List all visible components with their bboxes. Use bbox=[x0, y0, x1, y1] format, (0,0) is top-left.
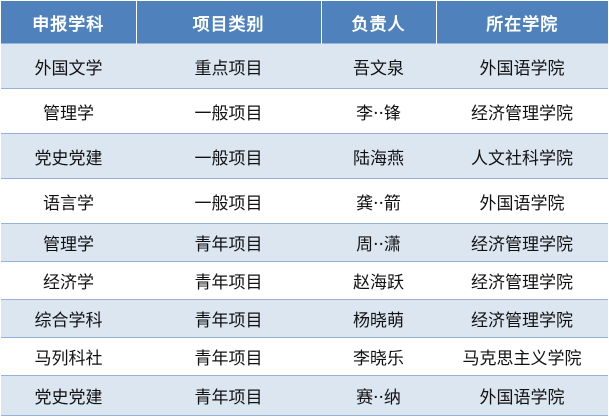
table-body: 外国文学 重点项目 吾文泉 外国语学院 管理学 一般项目 李··锋 经济管理学院 党史党建 一般项… bbox=[1, 43, 608, 416]
table-cell: 马克思主义学院 bbox=[436, 337, 608, 376]
column-header: 申报学科 bbox=[1, 1, 136, 44]
table-cell: 李晓乐 bbox=[321, 337, 436, 376]
table-cell: 外国语学院 bbox=[436, 43, 608, 89]
table-cell: 一般项目 bbox=[136, 88, 321, 134]
column-header: 项目类别 bbox=[135, 1, 321, 44]
table-row: 马列科社 青年项目 李晓乐 马克思主义学院 bbox=[1, 337, 608, 376]
table-cell: 经济学 bbox=[1, 261, 136, 300]
table-cell: 外国语学院 bbox=[436, 178, 608, 224]
table-cell: 马列科社 bbox=[1, 337, 136, 376]
column-header: 负责人 bbox=[320, 1, 436, 44]
table-cell: 周··潇 bbox=[321, 223, 436, 262]
table-cell: 外国语学院 bbox=[436, 375, 608, 416]
table-cell: 青年项目 bbox=[136, 223, 321, 262]
column-header: 所在学院 bbox=[435, 1, 608, 44]
table-cell: 综合学科 bbox=[1, 299, 136, 338]
table-row: 党史党建 青年项目 赛··纳 外国语学院 bbox=[1, 375, 608, 416]
table-cell: 一般项目 bbox=[136, 133, 321, 179]
table-cell: 经济管理学院 bbox=[436, 223, 608, 262]
table-row: 党史党建 一般项目 陆海燕 人文社科学院 bbox=[1, 133, 608, 179]
table-cell: 管理学 bbox=[1, 88, 136, 134]
header-row: 申报学科 项目类别 负责人 所在学院 bbox=[1, 1, 608, 44]
table-cell: 青年项目 bbox=[136, 261, 321, 300]
table-cell: 党史党建 bbox=[1, 133, 136, 179]
table-cell: 赵海跃 bbox=[321, 261, 436, 300]
table-cell: 一般项目 bbox=[136, 178, 321, 224]
table-cell: 党史党建 bbox=[1, 375, 136, 416]
table-row: 管理学 青年项目 周··潇 经济管理学院 bbox=[1, 223, 608, 262]
table-row: 管理学 一般项目 李··锋 经济管理学院 bbox=[1, 88, 608, 134]
table-row: 经济学 青年项目 赵海跃 经济管理学院 bbox=[1, 261, 608, 300]
table-cell: 青年项目 bbox=[136, 375, 321, 416]
table-cell: 龚··箭 bbox=[321, 178, 436, 224]
table-cell: 青年项目 bbox=[136, 299, 321, 338]
table-cell: 经济管理学院 bbox=[436, 261, 608, 300]
table-cell: 青年项目 bbox=[136, 337, 321, 376]
table-cell: 杨晓萌 bbox=[321, 299, 436, 338]
table-cell: 赛··纳 bbox=[321, 375, 436, 416]
table-row: 综合学科 青年项目 杨晓萌 经济管理学院 bbox=[1, 299, 608, 338]
table-cell: 外国文学 bbox=[1, 43, 136, 89]
table-cell: 吾文泉 bbox=[321, 43, 436, 89]
table-row: 外国文学 重点项目 吾文泉 外国语学院 bbox=[1, 43, 608, 89]
table-row: 语言学 一般项目 龚··箭 外国语学院 bbox=[1, 178, 608, 224]
table-cell: 重点项目 bbox=[136, 43, 321, 89]
table-cell: 管理学 bbox=[1, 223, 136, 262]
table-cell: 语言学 bbox=[1, 178, 136, 224]
table-cell: 陆海燕 bbox=[321, 133, 436, 179]
table-cell: 经济管理学院 bbox=[436, 299, 608, 338]
table-cell: 李··锋 bbox=[321, 88, 436, 134]
table-cell: 人文社科学院 bbox=[436, 133, 608, 179]
table-cell: 经济管理学院 bbox=[436, 88, 608, 134]
